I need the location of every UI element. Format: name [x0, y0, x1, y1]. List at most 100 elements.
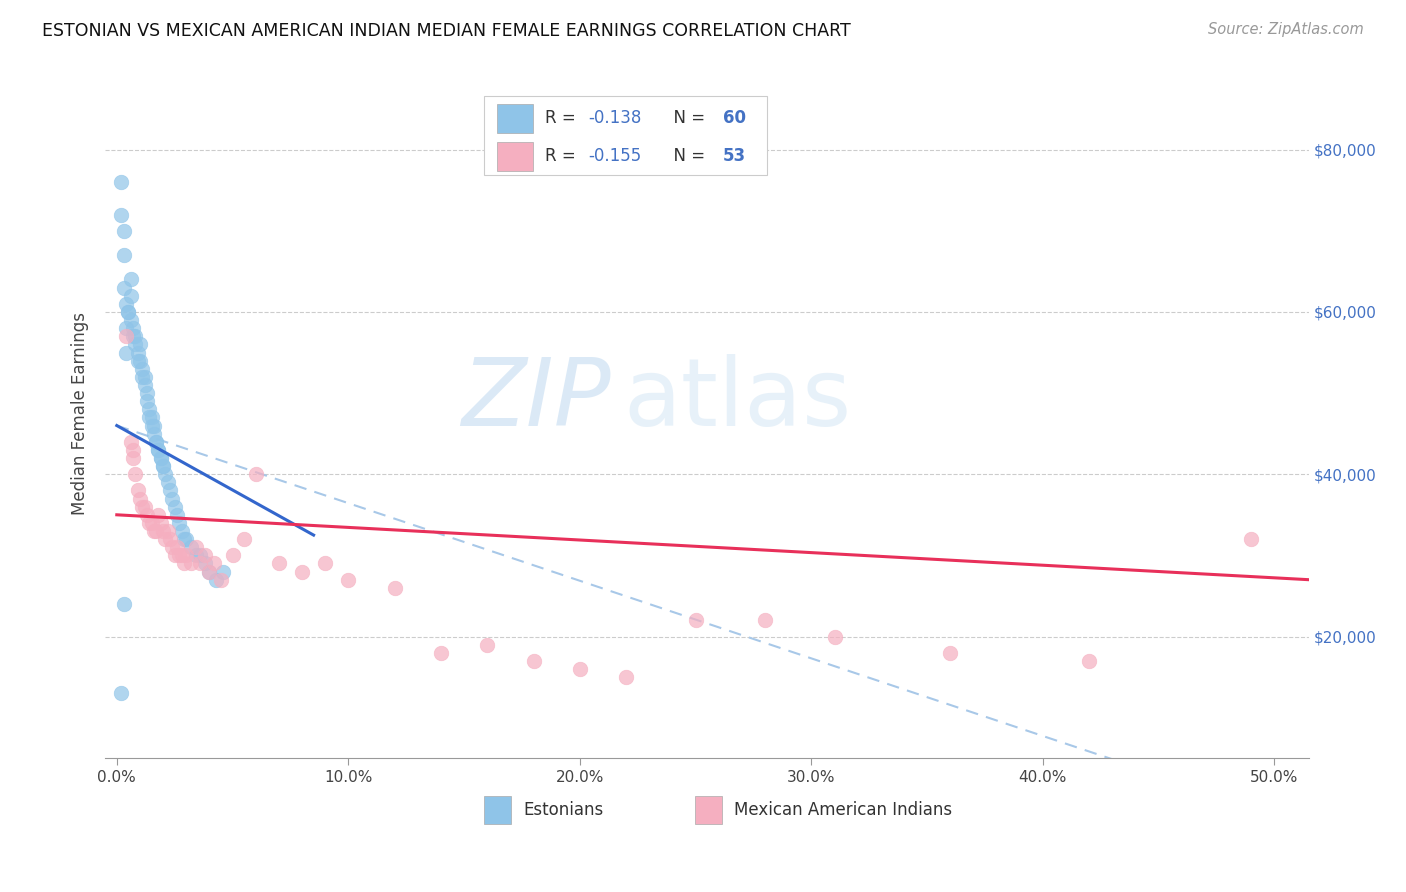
Point	[112, 248, 135, 262]
Point	[314, 557, 336, 571]
Point	[245, 467, 267, 482]
Text: Mexican American Indians: Mexican American Indians	[734, 801, 952, 819]
Point	[142, 418, 165, 433]
Point	[170, 524, 193, 538]
Point	[337, 573, 360, 587]
Point	[138, 516, 160, 530]
Point	[124, 329, 146, 343]
FancyBboxPatch shape	[485, 797, 510, 823]
Point	[163, 549, 186, 563]
Point	[1078, 654, 1101, 668]
Text: ZIP: ZIP	[461, 354, 610, 445]
Text: N =: N =	[662, 110, 710, 128]
Point	[127, 345, 149, 359]
Text: R =: R =	[544, 110, 581, 128]
Point	[152, 524, 174, 538]
Point	[122, 329, 145, 343]
Point	[112, 597, 135, 611]
FancyBboxPatch shape	[485, 96, 768, 176]
Point	[112, 224, 135, 238]
Point	[120, 272, 142, 286]
FancyBboxPatch shape	[496, 142, 533, 171]
Point	[148, 442, 170, 457]
Point	[198, 565, 221, 579]
Point	[115, 321, 138, 335]
Point	[115, 329, 138, 343]
Text: R =: R =	[544, 147, 581, 165]
Point	[131, 500, 153, 514]
Point	[138, 402, 160, 417]
Point	[212, 565, 235, 579]
Point	[110, 175, 132, 189]
Point	[205, 573, 228, 587]
Point	[156, 524, 179, 538]
Point	[152, 459, 174, 474]
Point	[155, 532, 177, 546]
Point	[162, 541, 184, 555]
Point	[135, 394, 157, 409]
Point	[134, 500, 156, 514]
Point	[138, 410, 160, 425]
Point	[194, 557, 217, 571]
Point	[122, 321, 145, 335]
Point	[180, 557, 202, 571]
Point	[291, 565, 314, 579]
Text: Source: ZipAtlas.com: Source: ZipAtlas.com	[1208, 22, 1364, 37]
Point	[145, 434, 167, 449]
Point	[173, 557, 195, 571]
Point	[384, 581, 406, 595]
Text: 53: 53	[723, 147, 747, 165]
Point	[159, 483, 181, 498]
Point	[145, 434, 167, 449]
Text: N =: N =	[662, 147, 710, 165]
Point	[127, 353, 149, 368]
Point	[141, 516, 163, 530]
Point	[148, 508, 170, 522]
Point	[124, 337, 146, 351]
Point	[110, 686, 132, 700]
Point	[134, 369, 156, 384]
Point	[122, 442, 145, 457]
Point	[198, 565, 221, 579]
Point	[194, 549, 217, 563]
Point	[141, 418, 163, 433]
Point	[148, 442, 170, 457]
Point	[477, 638, 499, 652]
Text: ESTONIAN VS MEXICAN AMERICAN INDIAN MEDIAN FEMALE EARNINGS CORRELATION CHART: ESTONIAN VS MEXICAN AMERICAN INDIAN MEDI…	[42, 22, 851, 40]
FancyBboxPatch shape	[695, 797, 721, 823]
Point	[127, 483, 149, 498]
Point	[685, 613, 707, 627]
Point	[209, 573, 232, 587]
Point	[135, 386, 157, 401]
Point	[117, 305, 139, 319]
Point	[180, 541, 202, 555]
Point	[131, 361, 153, 376]
Point	[267, 557, 290, 571]
Point	[614, 670, 637, 684]
Point	[1240, 532, 1263, 546]
Point	[169, 516, 191, 530]
Point	[120, 434, 142, 449]
Point	[115, 297, 138, 311]
Point	[173, 532, 195, 546]
Point	[754, 613, 776, 627]
Point	[174, 549, 197, 563]
Point	[568, 662, 591, 676]
Point	[129, 337, 152, 351]
FancyBboxPatch shape	[496, 103, 533, 133]
Text: Estonians: Estonians	[523, 801, 603, 819]
Point	[112, 280, 135, 294]
Point	[142, 426, 165, 441]
Point	[155, 467, 177, 482]
Point	[188, 549, 211, 563]
Point	[149, 450, 172, 465]
Point	[184, 549, 207, 563]
Point	[162, 491, 184, 506]
Point	[149, 516, 172, 530]
Point	[166, 508, 188, 522]
Text: atlas: atlas	[623, 353, 851, 446]
Point	[110, 208, 132, 222]
Point	[159, 532, 181, 546]
Point	[163, 500, 186, 514]
Point	[135, 508, 157, 522]
